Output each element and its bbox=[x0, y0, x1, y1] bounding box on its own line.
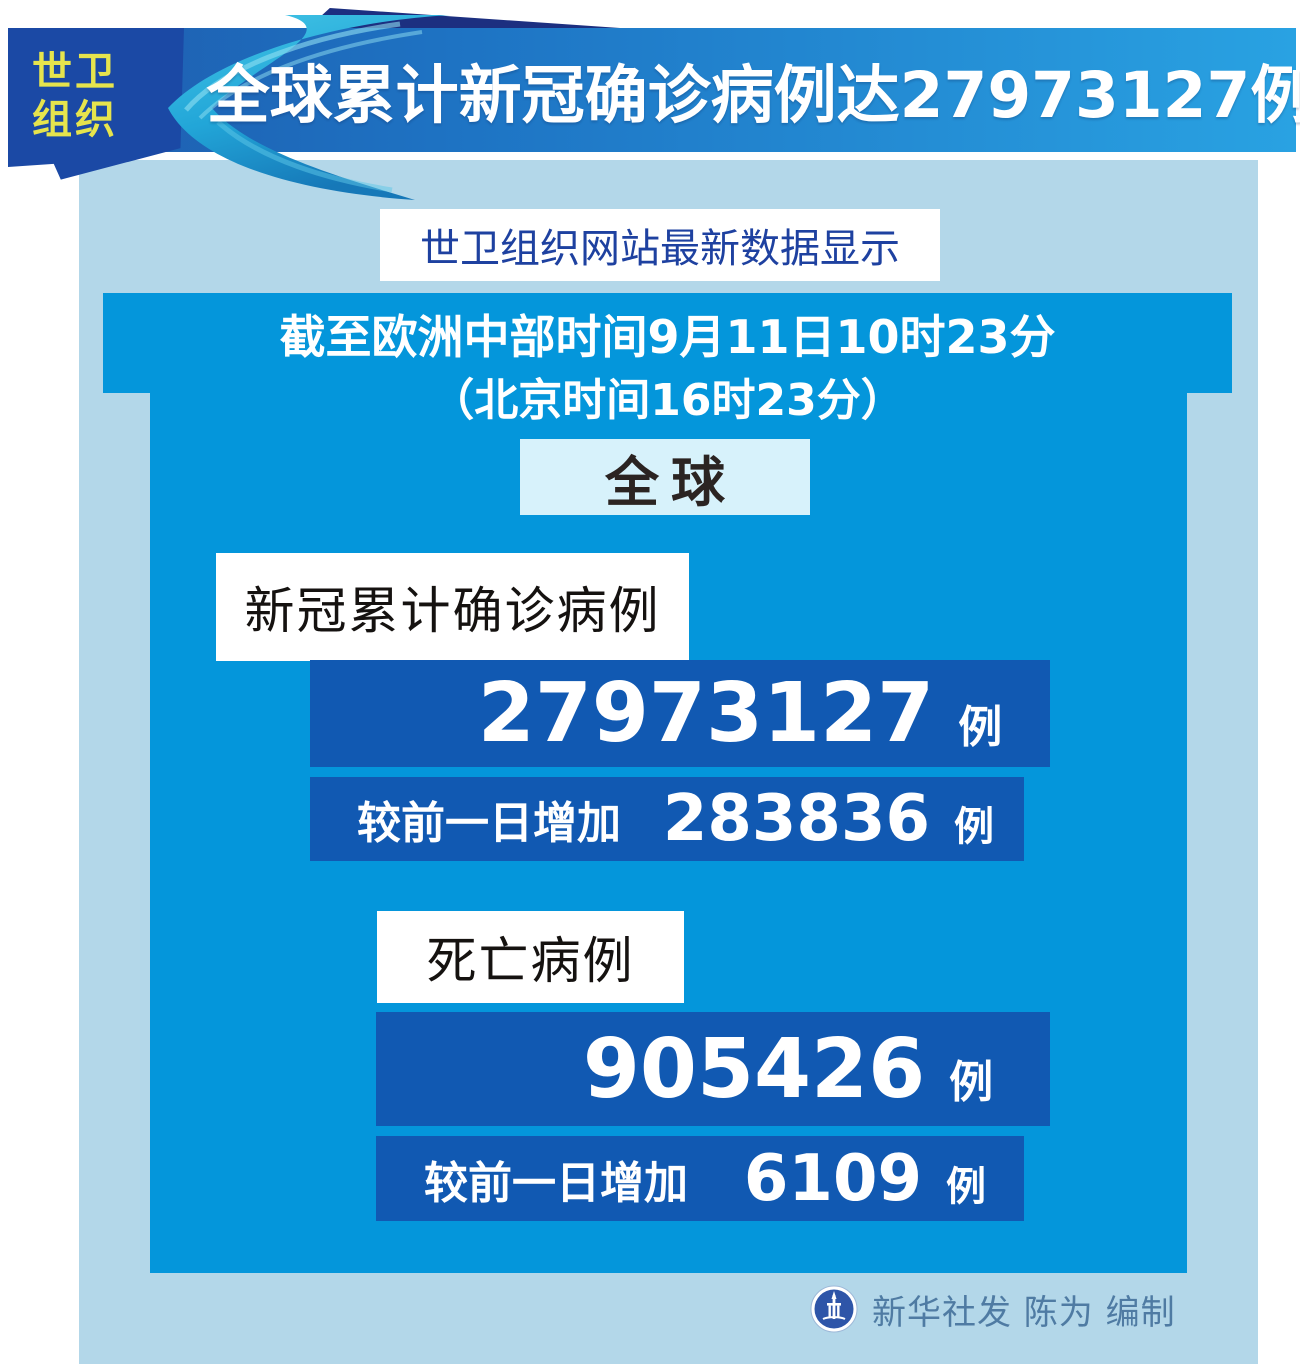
deaths-daily-box: 较前一日增加 6109 例 bbox=[376, 1136, 1024, 1221]
deaths-daily-unit: 例 bbox=[946, 1163, 986, 1210]
confirmed-daily-label: 较前一日增加 bbox=[357, 798, 621, 849]
deaths-total-value: 905426 bbox=[582, 1021, 926, 1117]
region-label: 全球 bbox=[605, 450, 737, 514]
xinhua-logo-icon bbox=[810, 1285, 858, 1333]
deaths-label-box: 死亡病例 bbox=[377, 911, 684, 1003]
confirmed-daily-unit: 例 bbox=[954, 804, 994, 850]
deaths-total-unit: 例 bbox=[949, 1057, 994, 1108]
deaths-label: 死亡病例 bbox=[426, 932, 635, 990]
deaths-daily-label: 较前一日增加 bbox=[424, 1157, 688, 1209]
deaths-daily-value: 6109 bbox=[743, 1141, 922, 1216]
confirmed-total-box: 27973127 例 bbox=[310, 660, 1050, 767]
confirmed-total-value: 27973127 bbox=[477, 666, 935, 761]
ribbon-swoosh-icon bbox=[168, 15, 450, 200]
footer: 新华社发 陈为 编制 bbox=[810, 1284, 1176, 1334]
footer-credit: 新华社发 陈为 编制 bbox=[872, 1292, 1176, 1333]
intro-text: 世卫组织网站最新数据显示 bbox=[420, 226, 900, 272]
confirmed-label: 新冠累计确诊病例 bbox=[244, 582, 661, 640]
datetime-line1: 截至欧洲中部时间9月11日10时23分 bbox=[279, 310, 1056, 364]
deaths-total-box: 905426 例 bbox=[376, 1012, 1050, 1126]
who-tag-line1: 世卫 bbox=[32, 49, 118, 95]
who-tag-line2: 组织 bbox=[32, 97, 118, 143]
confirmed-daily-value: 283836 bbox=[662, 782, 930, 856]
page-title: 全球累计新冠确诊病例达27973127例 bbox=[206, 58, 1300, 132]
who-tag-label: 世卫 组织 bbox=[8, 28, 184, 144]
intro-box: 世卫组织网站最新数据显示 bbox=[380, 209, 940, 281]
confirmed-daily-box: 较前一日增加 283836 例 bbox=[310, 777, 1024, 861]
header-banner bbox=[30, 28, 1296, 152]
who-tag: 世卫 组织 bbox=[8, 28, 184, 180]
confirmed-total-unit: 例 bbox=[958, 701, 1003, 753]
date-banner bbox=[103, 293, 1232, 393]
datetime-block: 截至欧洲中部时间9月11日10时23分 （北京时间16时23分） bbox=[103, 310, 1232, 426]
region-badge: 全球 bbox=[520, 439, 810, 515]
confirmed-label-box: 新冠累计确诊病例 bbox=[216, 553, 689, 661]
datetime-line2: （北京时间16时23分） bbox=[430, 375, 905, 426]
